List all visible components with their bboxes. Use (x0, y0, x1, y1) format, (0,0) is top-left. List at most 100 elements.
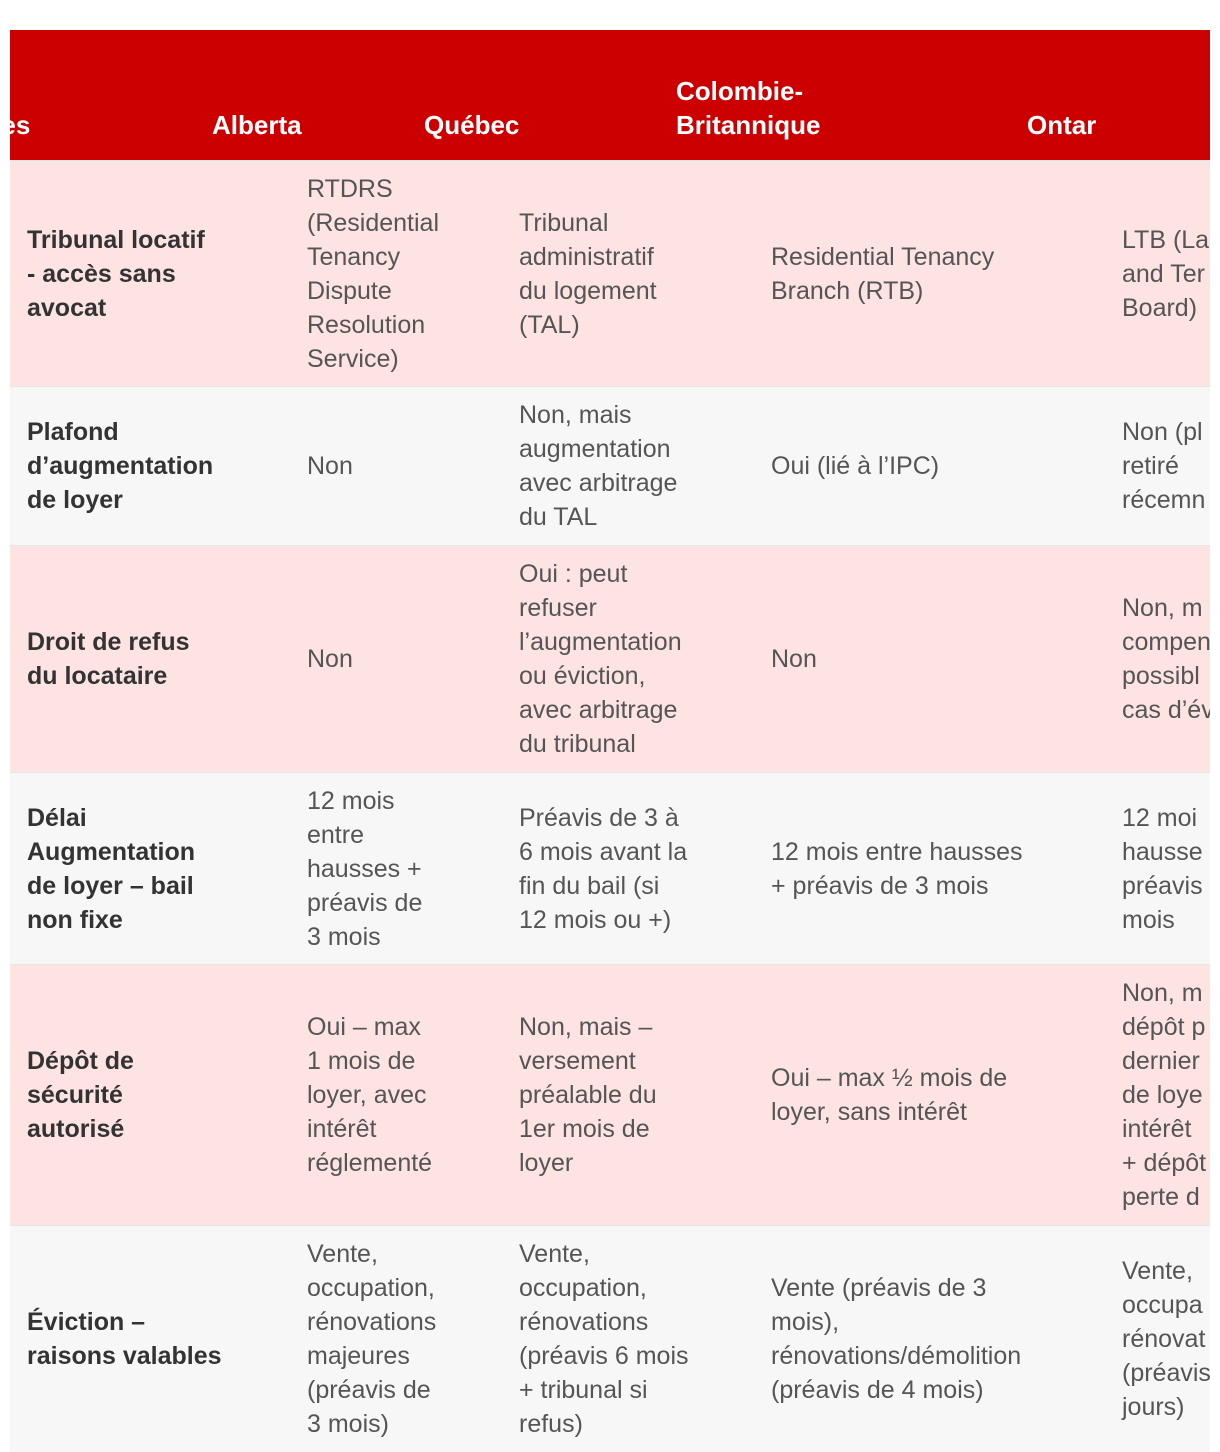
cell-line: du locataire (27, 662, 168, 690)
criterion-cell: Éviction – raisons valables (10, 1226, 290, 1452)
cell-line: refus) (519, 1410, 583, 1438)
cell-line: Éviction – (27, 1308, 146, 1336)
cell-line: du logement (519, 276, 657, 305)
cell-line: Oui – max (307, 1013, 421, 1041)
cell-line: versement (519, 1047, 636, 1075)
header-cell: Ontar (1010, 108, 1210, 142)
cell-line: l’augmentation (519, 628, 682, 656)
header-row: Critères Alberta Québec Colombie- Britanniqu… (10, 30, 1210, 160)
cell-line: loyer, sans intérêt (771, 1098, 967, 1126)
cell-line: Augmentation (27, 837, 196, 866)
cell-line: loyer, avec (307, 1081, 427, 1109)
table-row: Dépôt de sécurité autorisé Oui – max 1 mois … (10, 964, 1210, 1225)
value-cell: Non (754, 546, 1105, 772)
cell-line: d’augmentation (27, 452, 214, 480)
value-cell: Oui : peut refuser l’augmentation ou évicti… (502, 546, 754, 772)
header-cell: Critères (10, 108, 195, 142)
cell-line: du tribunal (519, 730, 636, 758)
cell-line: Non, m (1122, 594, 1203, 622)
cell-line: 3 mois (307, 922, 381, 951)
cell-line: intérêt (1122, 1115, 1192, 1143)
value-cell: RTDRS (Residential Tenancy Dispute Resolutio… (290, 161, 502, 386)
header-cell: Alberta (195, 108, 407, 142)
value-cell: Residential Tenancy Branch (RTB) (754, 161, 1105, 386)
value-cell: Non, m compen possibl cas d’év (1105, 546, 1210, 772)
cell-line: 1 mois de (307, 1047, 416, 1075)
cell-line: de loyer (27, 486, 123, 514)
cell-line: hausses + (307, 854, 422, 883)
cell-line: (préavis 6 mois (519, 1342, 689, 1370)
cell-line: loyer (519, 1149, 574, 1177)
cell-line: + tribunal si (519, 1376, 648, 1404)
cell-line: dépôt p (1122, 1013, 1206, 1041)
criterion-cell: Tribunal locatif - accès sans avocat (10, 161, 290, 386)
table-row: Droit de refus du locataire Non Oui : peut r… (10, 545, 1210, 772)
cell-line: and Ter (1122, 259, 1205, 288)
table-row: Éviction – raisons valables Vente, occupati… (10, 1225, 1210, 1452)
cell-line: Residential Tenancy (771, 242, 995, 271)
value-cell: 12 mois entre hausses + préavis de 3 mois (290, 773, 502, 964)
cell-line: Resolution (307, 310, 426, 339)
cell-line: Service) (307, 344, 399, 373)
value-cell: 12 mois entre hausses + préavis de 3 mois (754, 773, 1105, 964)
cell-line: (préavis de (307, 1376, 431, 1404)
cell-line: RTDRS (307, 174, 393, 203)
value-cell: Tribunal administratif du logement (TAL) (502, 161, 754, 386)
cell-line: - accès sans (27, 259, 176, 288)
value-cell: Vente, occupation, rénovations majeures (pré… (290, 1226, 502, 1452)
cell-line: récemn (1122, 486, 1206, 514)
cell-line: Non (771, 645, 817, 673)
cell-line: possibl (1122, 662, 1200, 690)
cell-line: administratif (519, 242, 654, 271)
cell-line: 6 mois avant la (519, 837, 688, 866)
cell-line: Ontar (1027, 110, 1097, 140)
value-cell: Oui (lié à l’IPC) (754, 387, 1105, 545)
cell-line: Non, mais – (519, 1013, 653, 1041)
cell-line: Dispute (307, 276, 392, 305)
cell-line: Délai (27, 803, 87, 832)
value-cell: Oui – max ½ mois de loyer, sans intérêt (754, 965, 1105, 1225)
cell-line: Vente (préavis de 3 (771, 1274, 987, 1302)
cell-line: Oui – max ½ mois de (771, 1064, 1008, 1092)
cell-line: Droit de refus (27, 628, 190, 656)
cell-line: préavis de (307, 888, 423, 917)
cell-line: Tenancy (307, 242, 401, 271)
cell-line: intérêt (307, 1115, 377, 1143)
value-cell: LTB (La and Ter Board) (1105, 161, 1210, 386)
value-cell: 12 moi hausse préavis mois (1105, 773, 1210, 964)
table-row: Tribunal locatif - accès sans avocat RTDRS (… (10, 160, 1210, 386)
cell-line: + dépôt (1122, 1149, 1207, 1177)
cell-line: rénovat (1122, 1325, 1206, 1353)
header-cell: Québec (407, 108, 659, 142)
cell-line: 12 mois entre hausses (771, 837, 1023, 866)
cell-line: rénovations (307, 1308, 437, 1336)
value-cell: Non, m dépôt p dernier de loye intérêt + dépô… (1105, 965, 1210, 1225)
cell-line: sécurité (27, 1081, 123, 1109)
cell-line: occupa (1122, 1291, 1203, 1319)
value-cell: Vente (préavis de 3 mois), rénovations/dém… (754, 1226, 1105, 1452)
cell-line: refuser (519, 594, 597, 622)
cell-line: Critères (10, 110, 31, 140)
cell-line: Oui (lié à l’IPC) (771, 452, 940, 480)
cell-line: du TAL (519, 503, 598, 531)
value-cell: Non (290, 546, 502, 772)
value-cell: Non, mais – versement préalable du 1er mois… (502, 965, 754, 1225)
cell-line: (Residential (307, 208, 440, 237)
cell-line: 12 mois (307, 786, 395, 815)
cell-line: LTB (La (1122, 225, 1210, 254)
cell-line: avec arbitrage (519, 696, 678, 724)
cell-line: mois), (771, 1308, 840, 1336)
cell-line: occupation, (307, 1274, 435, 1302)
cell-line: préavis (1122, 871, 1203, 900)
cell-line: rénovations (519, 1308, 649, 1336)
cell-line: 3 mois) (307, 1410, 389, 1438)
cell-line: retiré (1122, 452, 1179, 480)
cell-line: préalable du (519, 1081, 657, 1109)
cell-line: dernier (1122, 1047, 1200, 1075)
cell-line: compen (1122, 628, 1210, 656)
cell-line: entre (307, 820, 364, 849)
cell-line: Alberta (212, 110, 302, 140)
cell-line: Branch (RTB) (771, 276, 924, 305)
cell-line: avec arbitrage (519, 469, 678, 497)
